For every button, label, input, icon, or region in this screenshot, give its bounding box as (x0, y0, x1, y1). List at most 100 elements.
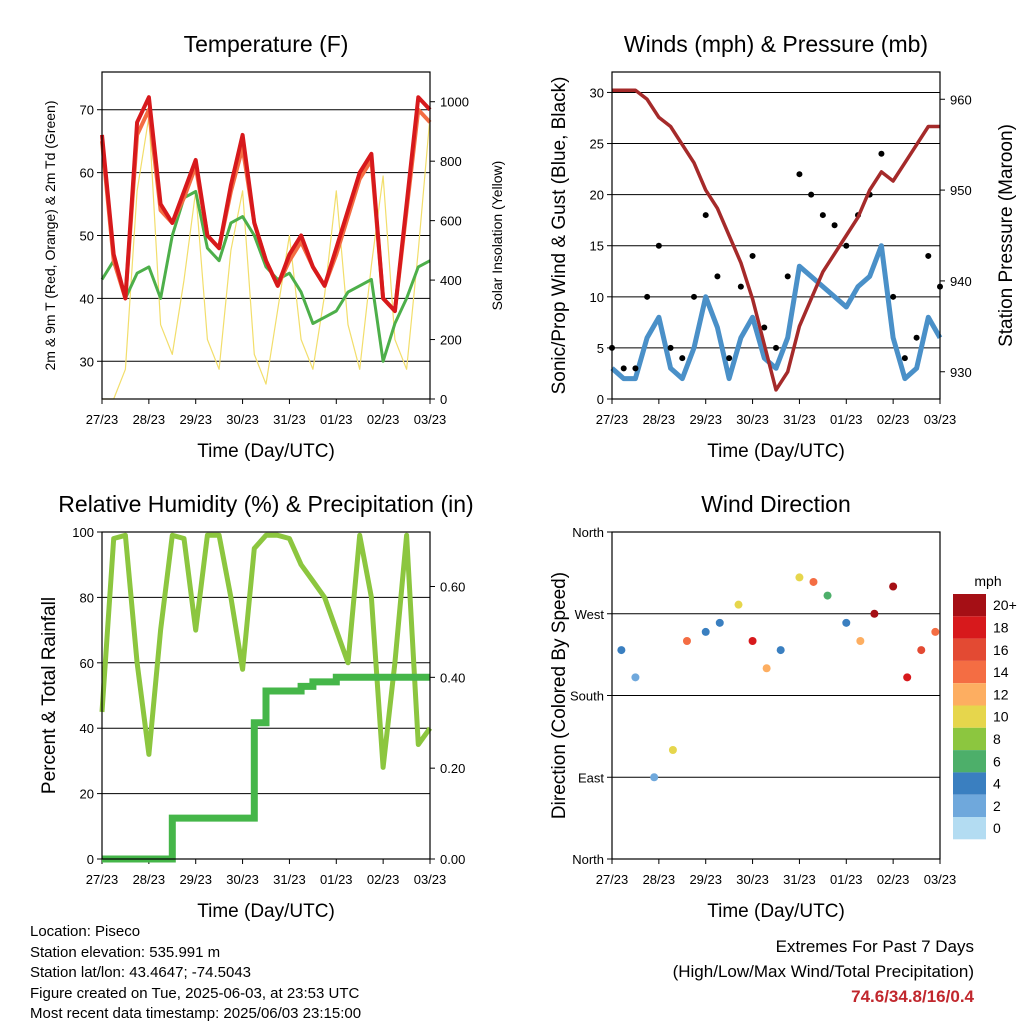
station-info: Location: Piseco Station elevation: 535.… (30, 922, 361, 1025)
direction-point (842, 618, 851, 627)
panel-title: Temperature (F) (184, 31, 349, 57)
y-tick-label: West (575, 607, 605, 622)
extremes-values: 74.6/34.8/16/0.4 (851, 987, 974, 1006)
y2-tick-label: 400 (440, 273, 462, 288)
gust-point (749, 252, 756, 259)
y-tick-label: North (572, 525, 604, 540)
plot-frame (611, 71, 941, 400)
y-tick-label: 40 (80, 291, 94, 306)
x-tick-label: 02/23 (367, 412, 400, 427)
direction-point (617, 646, 626, 655)
y-tick-label: 30 (590, 85, 604, 100)
y-tick-label: 70 (80, 103, 94, 118)
gust-point (632, 365, 639, 372)
direction-point (903, 673, 912, 682)
x-tick-label: 29/23 (179, 872, 212, 887)
y-tick-label: 20 (590, 188, 604, 203)
gust-point (620, 365, 627, 372)
y-tick-label: 10 (590, 290, 604, 305)
y2-tick-label: 0 (440, 392, 447, 407)
x-tick-label: 31/23 (273, 412, 306, 427)
panel-title: Winds (mph) & Pressure (mb) (624, 31, 928, 57)
x-tick-label: 03/23 (414, 872, 447, 887)
x-tick-label: 29/23 (179, 412, 212, 427)
y-tick-label: 60 (80, 656, 94, 671)
gust-point (878, 150, 885, 157)
gust-point (784, 273, 791, 280)
legend-swatch (953, 683, 986, 706)
y2-tick-label: 200 (440, 333, 462, 348)
direction-point (889, 582, 898, 591)
x-tick-label: 30/23 (736, 872, 769, 887)
x-tick-label: 28/23 (643, 872, 676, 887)
x-tick-label: 30/23 (226, 412, 259, 427)
x-tick-label: 01/23 (830, 872, 863, 887)
x-tick-label: 30/23 (736, 412, 769, 427)
legend-swatch (953, 727, 986, 751)
legend-label: 10 (993, 709, 1009, 725)
y2-tick-label: 0.20 (440, 761, 465, 776)
y-axis-label: 2m & 9m T (Red, Orange) & 2m Td (Green) (42, 101, 58, 371)
legend-swatch (953, 750, 986, 773)
legend-swatch (953, 817, 986, 840)
pressure-line (612, 88, 940, 392)
gust-point (819, 212, 826, 219)
legend-label: 18 (993, 619, 1009, 635)
panel-title: Relative Humidity (%) & Precipitation (i… (58, 491, 473, 517)
x-tick-label: 29/23 (689, 872, 722, 887)
direction-point (748, 637, 757, 645)
direction-point (870, 609, 879, 618)
gust-point (890, 293, 897, 300)
plot-frame (101, 71, 431, 400)
y-tick-label: East (578, 770, 604, 785)
x-tick-label: 31/23 (783, 872, 816, 887)
y2-axis-label: Solar Insolation (Yellow) (489, 161, 505, 311)
x-tick-label: 02/23 (877, 412, 910, 427)
x-tick-label: 31/23 (273, 872, 306, 887)
x-tick-label: 02/23 (877, 872, 910, 887)
legend-label: 12 (993, 686, 1009, 702)
legend-swatch (953, 794, 986, 817)
direction-point (917, 646, 926, 655)
direction-point (823, 591, 832, 600)
y-tick-label: 80 (80, 590, 94, 605)
plot-frame (611, 531, 941, 860)
y-axis-label: Percent & Total Rainfall (39, 597, 60, 794)
y2-tick-label: 960 (950, 92, 972, 107)
legend-swatch (953, 638, 986, 661)
x-tick-label: 02/23 (367, 872, 400, 887)
y2-tick-label: 940 (950, 274, 972, 289)
direction-point (668, 746, 677, 754)
recent-timestamp: Most recent data timestamp: 2025/06/03 2… (30, 1005, 362, 1022)
x-tick-label: 27/23 (86, 872, 119, 887)
y2-tick-label: 950 (950, 183, 972, 198)
y2-tick-label: 0.00 (440, 852, 465, 867)
direction-point (682, 637, 691, 645)
gust-point (644, 293, 651, 300)
gust-point (702, 212, 709, 219)
x-axis-label: Time (Day/UTC) (197, 441, 335, 462)
legend-label: 20+ (993, 597, 1017, 613)
direction-point (631, 673, 640, 682)
y-tick-label: 50 (80, 229, 94, 244)
gust-point (773, 344, 779, 351)
x-tick-label: 03/23 (924, 412, 957, 427)
x-tick-label: 30/23 (226, 872, 259, 887)
direction-point (776, 646, 785, 655)
x-tick-label: 28/23 (133, 412, 166, 427)
y-axis-label: Direction (Colored By Speed) (549, 572, 570, 819)
y2-tick-label: 930 (950, 365, 972, 380)
extremes-title: Extremes For Past 7 Days (775, 937, 974, 956)
direction-point (650, 773, 659, 782)
x-tick-label: 01/23 (830, 412, 863, 427)
x-tick-label: 01/23 (320, 872, 353, 887)
y-tick-label: 40 (80, 721, 94, 736)
direction-point (762, 664, 771, 673)
direction-point (856, 637, 865, 645)
station-latlon: Station lat/lon: 43.4647; -74.5043 (30, 964, 252, 981)
x-tick-label: 31/23 (783, 412, 816, 427)
legend-label: 2 (993, 798, 1001, 814)
y-tick-label: 20 (80, 787, 94, 802)
gust-point (655, 242, 662, 249)
legend-swatch (953, 660, 986, 684)
